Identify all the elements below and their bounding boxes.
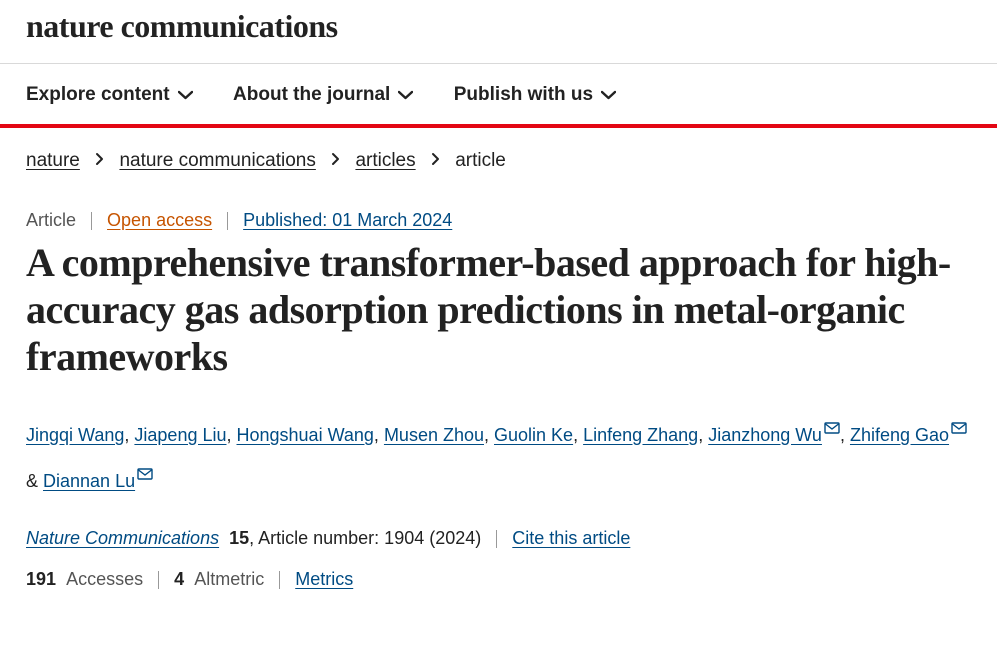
breadcrumb-articles[interactable]: articles <box>355 150 415 171</box>
accesses-label-text: Accesses <box>66 569 143 589</box>
mail-icon[interactable] <box>824 409 840 449</box>
author-link[interactable]: Jingqi Wang <box>26 425 124 445</box>
article-title: A comprehensive transformer-based approa… <box>0 231 997 381</box>
author-name: Diannan Lu <box>43 471 135 491</box>
article-type: Article <box>26 210 76 231</box>
accesses-count: 191 <box>26 569 56 589</box>
author-link[interactable]: Linfeng Zhang <box>583 425 698 445</box>
article-number: , Article number: 1904 (2024) <box>249 528 481 548</box>
mail-icon[interactable] <box>137 455 153 495</box>
separator <box>496 530 497 548</box>
published-date-link[interactable]: Published: 01 March 2024 <box>243 210 452 231</box>
breadcrumb-current: article <box>455 150 506 171</box>
author-name: Zhifeng Gao <box>850 425 949 445</box>
mail-icon[interactable] <box>951 409 967 449</box>
cite-article-link[interactable]: Cite this article <box>512 528 630 548</box>
author-link[interactable]: Musen Zhou <box>384 425 484 445</box>
journal-link[interactable]: Nature Communications <box>26 528 219 548</box>
nav-explore-content[interactable]: Explore content <box>26 84 193 106</box>
chevron-down-icon <box>178 84 193 106</box>
chevron-right-icon <box>431 150 440 172</box>
metrics-row: 191 Accesses 4 Altmetric Metrics <box>0 549 997 602</box>
separator <box>227 212 228 230</box>
separator <box>158 571 159 589</box>
citation-row: Nature Communications 15, Article number… <box>0 502 997 549</box>
nav-label: Publish with us <box>454 84 593 106</box>
breadcrumb-nature[interactable]: nature <box>26 150 80 171</box>
volume-number: 15 <box>229 528 249 548</box>
nav-publish-with-us[interactable]: Publish with us <box>454 84 616 106</box>
brand-title[interactable]: nature communications <box>0 0 997 63</box>
altmetric-count: 4 <box>174 569 184 589</box>
chevron-right-icon <box>95 150 104 172</box>
nav-label: Explore content <box>26 84 170 106</box>
open-access-link[interactable]: Open access <box>107 210 212 231</box>
chevron-down-icon <box>398 84 413 106</box>
breadcrumb-journal[interactable]: nature communications <box>119 150 315 171</box>
altmetric-label-text: Altmetric <box>194 569 264 589</box>
author-link[interactable]: Diannan Lu <box>43 471 153 491</box>
chevron-down-icon <box>601 84 616 106</box>
metrics-link[interactable]: Metrics <box>295 569 353 589</box>
breadcrumb: nature nature communications articles ar… <box>0 128 997 182</box>
separator <box>279 571 280 589</box>
chevron-right-icon <box>331 150 340 172</box>
author-link[interactable]: Jiapeng Liu <box>134 425 226 445</box>
author-link[interactable]: Guolin Ke <box>494 425 573 445</box>
nav-about-journal[interactable]: About the journal <box>233 84 413 106</box>
main-nav: Explore content About the journal Publis… <box>0 64 997 128</box>
author-link[interactable]: Hongshuai Wang <box>237 425 374 445</box>
author-name: Jianzhong Wu <box>708 425 822 445</box>
author-list: Jingqi Wang, Jiapeng Liu, Hongshuai Wang… <box>0 381 997 502</box>
nav-label: About the journal <box>233 84 390 106</box>
article-meta: Article Open access Published: 01 March … <box>0 182 997 231</box>
author-link[interactable]: Zhifeng Gao <box>850 425 967 445</box>
separator <box>91 212 92 230</box>
author-link[interactable]: Jianzhong Wu <box>708 425 840 445</box>
